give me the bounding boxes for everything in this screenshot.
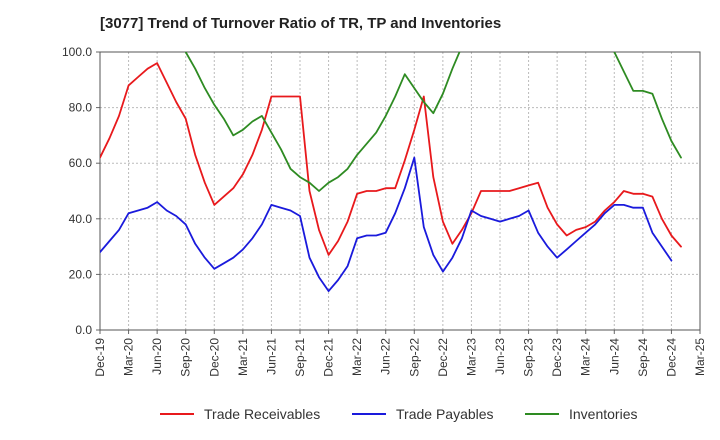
x-tick-label: Sep-20	[179, 338, 193, 377]
series-line-trade-payables	[100, 156, 673, 292]
x-tick-label: Sep-22	[407, 338, 421, 377]
x-tick-label: Jun-20	[150, 338, 164, 375]
x-tick-label: Jun-23	[493, 338, 507, 375]
y-tick-label: 20.0	[69, 267, 93, 281]
x-tick-label: Mar-21	[236, 338, 250, 376]
series-line-trade-receivables	[100, 62, 682, 256]
y-tick-label: 80.0	[69, 101, 93, 115]
x-tick-label: Jun-24	[607, 338, 621, 375]
plot-frame	[99, 51, 701, 331]
x-tick-label: Jun-22	[379, 338, 393, 375]
y-tick-labels: 0.0 20.0 40.0 60.0 80.0 100.0	[62, 45, 92, 337]
x-tick-label: Mar-23	[464, 338, 478, 376]
x-tick-label: Jun-21	[264, 338, 278, 375]
x-tick-label: Sep-24	[636, 338, 650, 377]
legend-label-inventories: Inventories	[569, 406, 637, 422]
x-tick-label: Sep-23	[522, 338, 536, 377]
axes	[96, 51, 701, 334]
legend-label-trade-payables: Trade Payables	[396, 406, 494, 422]
x-tick-label: Sep-21	[293, 338, 307, 377]
x-tick-label: Dec-24	[664, 338, 678, 377]
y-tick-label: 100.0	[62, 45, 92, 59]
chart-title: [3077] Trend of Turnover Ratio of TR, TP…	[100, 15, 502, 32]
x-tick-label: Mar-25	[693, 338, 707, 376]
series-line-inventories	[184, 52, 682, 192]
y-tick-label: 40.0	[69, 212, 93, 226]
x-tick-label: Mar-24	[579, 338, 593, 376]
y-tick-label: 60.0	[69, 156, 93, 170]
x-tick-labels: Dec-19 Mar-20 Jun-20 Sep-20 Dec-20 Mar-21 Jun-…	[93, 338, 707, 377]
y-tick-label: 0.0	[75, 323, 92, 337]
legend: Trade Receivables Trade Payables Inventori…	[160, 406, 637, 422]
series-lines	[100, 52, 682, 292]
x-tick-label: Dec-19	[93, 338, 107, 377]
x-tick-label: Dec-21	[322, 338, 336, 377]
x-tick-label: Mar-22	[350, 338, 364, 376]
x-tick-label: Mar-20	[122, 338, 136, 376]
legend-label-trade-receivables: Trade Receivables	[204, 406, 320, 422]
x-tick-label: Dec-22	[436, 338, 450, 377]
grid-lines	[99, 51, 701, 331]
x-tick-label: Dec-20	[207, 338, 221, 377]
x-tick-label: Dec-23	[550, 338, 564, 377]
